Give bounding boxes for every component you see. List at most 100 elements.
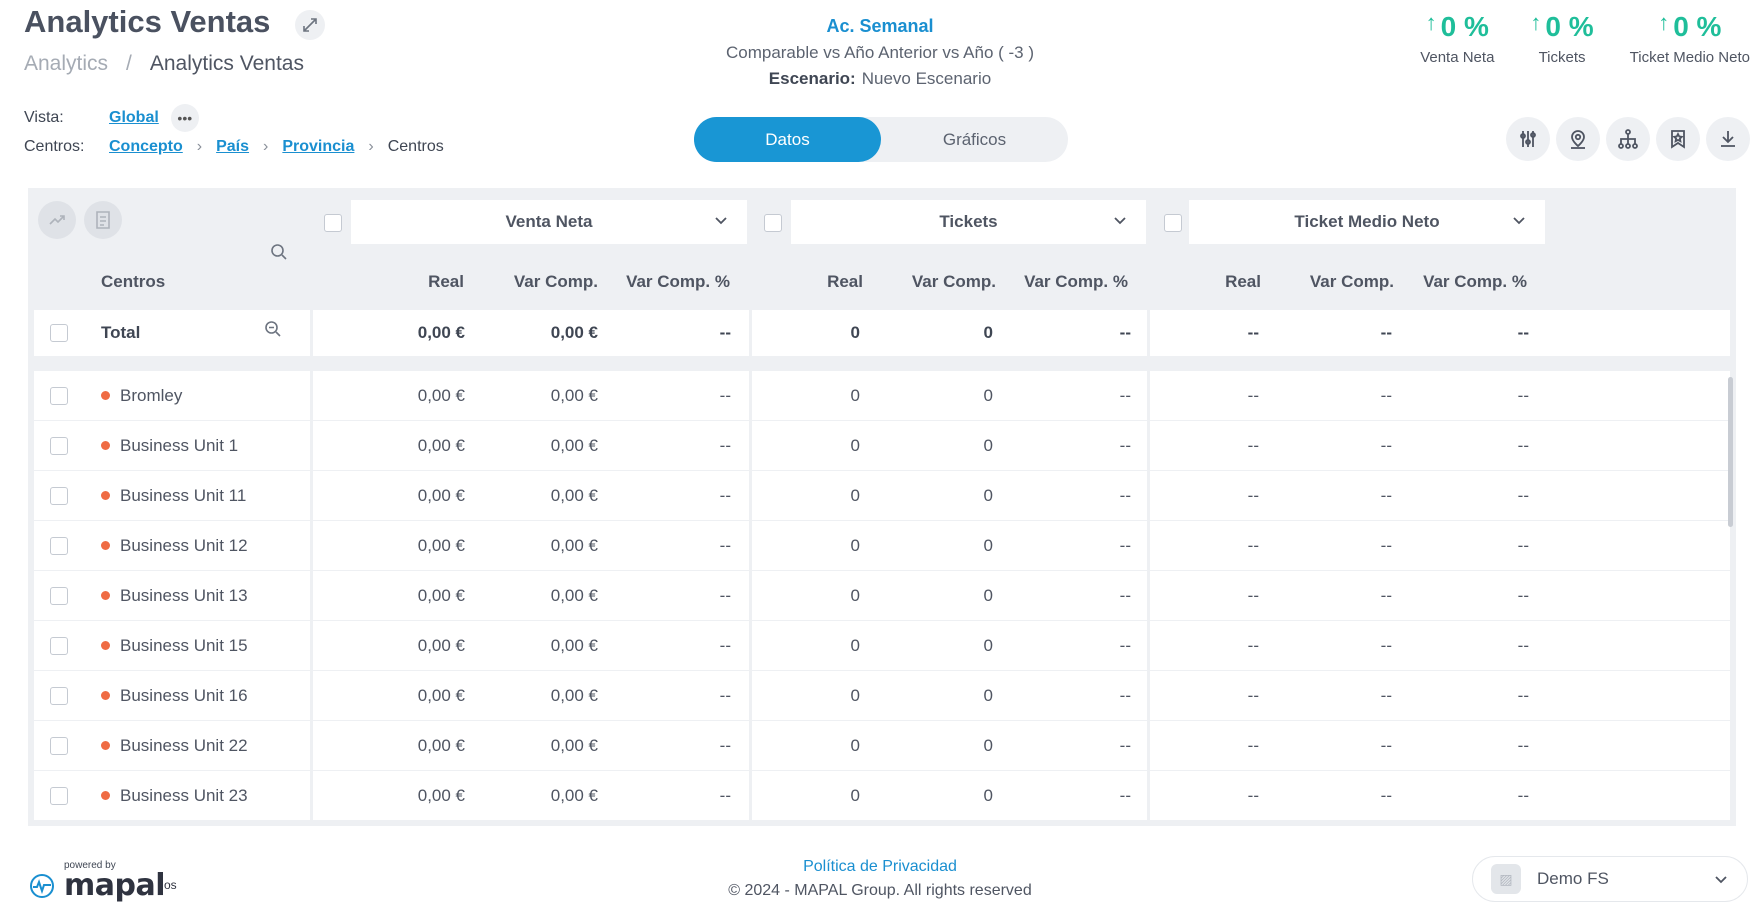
table-row[interactable]: Business Unit 11 0,00 € 0,00 € -- 0 0 -- -- -- -- xyxy=(34,471,1730,521)
zoom-out-button[interactable] xyxy=(264,320,282,338)
venta-var-cell: 0,00 € xyxy=(550,635,598,655)
metric-select-venta-neta[interactable]: Venta Neta xyxy=(351,200,747,244)
table-row[interactable]: Business Unit 15 0,00 € 0,00 € -- 0 0 -- -- -- -- xyxy=(34,621,1730,671)
row-name-cell: Business Unit 22 xyxy=(101,721,248,770)
row-name[interactable]: Bromley xyxy=(120,385,183,405)
row-checkbox[interactable] xyxy=(50,687,68,705)
venta-real-cell: 0,00 € xyxy=(417,785,465,805)
toggle-datos[interactable]: Datos xyxy=(694,117,881,162)
venta-var-cell: 0,00 € xyxy=(550,585,598,605)
more-icon: ••• xyxy=(177,110,193,126)
tickets-var-cell: 0 xyxy=(983,385,993,405)
row-name[interactable]: Business Unit 16 xyxy=(120,685,248,705)
location-button[interactable] xyxy=(1556,117,1600,161)
medio-var-cell: -- xyxy=(1380,785,1392,805)
column-header-var[interactable]: Var Comp. xyxy=(513,272,598,291)
breadcrumb-root[interactable]: Analytics xyxy=(24,52,109,75)
row-name[interactable]: Business Unit 12 xyxy=(120,535,248,555)
report-icon xyxy=(96,211,110,229)
download-button[interactable] xyxy=(1706,117,1750,161)
row-name-cell: Business Unit 12 xyxy=(101,521,248,570)
column-header-real[interactable]: Real xyxy=(827,272,863,291)
row-checkbox[interactable] xyxy=(50,787,68,805)
expand-button[interactable] xyxy=(295,10,325,40)
row-checkbox[interactable] xyxy=(50,324,68,342)
footer-info: Política de Privacidad © 2024 - MAPAL Gr… xyxy=(600,858,1160,900)
centros-level-provincia[interactable]: Provincia xyxy=(282,138,355,155)
kpi-value: 0 % xyxy=(1440,11,1489,42)
trend-button[interactable] xyxy=(38,201,76,239)
column-header-var[interactable]: Var Comp. xyxy=(1309,272,1394,291)
medio-var-cell: -- xyxy=(1380,385,1392,405)
column-header-centros[interactable]: Centros xyxy=(101,272,166,291)
tickets-varpct-cell: -- xyxy=(1119,485,1131,505)
location-icon xyxy=(1571,130,1585,149)
row-checkbox[interactable] xyxy=(50,487,68,505)
total-medio-varpct: -- xyxy=(1517,323,1529,342)
report-button[interactable] xyxy=(84,201,122,239)
column-header-real[interactable]: Real xyxy=(428,272,464,291)
row-checkbox[interactable] xyxy=(50,537,68,555)
row-checkbox[interactable] xyxy=(50,637,68,655)
column-header-varpct[interactable]: Var Comp. % xyxy=(1423,272,1527,291)
row-checkbox[interactable] xyxy=(50,437,68,455)
metric-select-ticket-medio[interactable]: Ticket Medio Neto xyxy=(1189,200,1545,244)
status-dot-icon xyxy=(101,441,110,450)
table-row[interactable]: Business Unit 12 0,00 € 0,00 € -- 0 0 -- -- -- -- xyxy=(34,521,1730,571)
metric-checkbox[interactable] xyxy=(324,214,342,232)
column-header-var[interactable]: Var Comp. xyxy=(911,272,996,291)
metric-checkbox[interactable] xyxy=(1164,214,1182,232)
venta-varpct-cell: -- xyxy=(719,685,731,705)
table-row[interactable]: Business Unit 16 0,00 € 0,00 € -- 0 0 -- -- -- -- xyxy=(34,671,1730,721)
row-name[interactable]: Business Unit 15 xyxy=(120,635,248,655)
tickets-varpct-cell: -- xyxy=(1119,535,1131,555)
centros-level-concepto[interactable]: Concepto xyxy=(109,138,183,155)
vista-selector: Vista: Global ••• xyxy=(24,104,199,132)
row-name[interactable]: Business Unit 13 xyxy=(120,585,248,605)
filters-button[interactable] xyxy=(1506,117,1550,161)
table-row[interactable]: Business Unit 22 0,00 € 0,00 € -- 0 0 -- -- -- -- xyxy=(34,721,1730,771)
row-name[interactable]: Business Unit 11 xyxy=(120,485,247,505)
kpi-label: Venta Neta xyxy=(1420,49,1495,66)
metric-select-tickets[interactable]: Tickets xyxy=(791,200,1146,244)
row-name[interactable]: Business Unit 23 xyxy=(120,785,248,805)
brand-logo: powered by mapal os xyxy=(28,860,177,903)
row-name[interactable]: Business Unit 1 xyxy=(120,435,239,455)
search-icon xyxy=(271,244,287,260)
more-button[interactable]: ••• xyxy=(170,104,199,132)
vista-link[interactable]: Global xyxy=(109,109,159,126)
venta-real-cell: 0,00 € xyxy=(417,385,465,405)
scrollbar[interactable] xyxy=(1728,371,1734,821)
venta-real-cell: 0,00 € xyxy=(417,735,465,755)
total-label: Total xyxy=(101,323,141,342)
medio-varpct-cell: -- xyxy=(1517,435,1529,455)
account-selector[interactable]: ▨ Demo FS xyxy=(1472,856,1748,902)
scrollbar-thumb[interactable] xyxy=(1728,377,1733,527)
column-header-varpct[interactable]: Var Comp. % xyxy=(1024,272,1128,291)
privacy-link[interactable]: Política de Privacidad xyxy=(803,858,957,875)
search-button[interactable] xyxy=(270,243,288,261)
row-checkbox[interactable] xyxy=(50,587,68,605)
medio-var-cell: -- xyxy=(1380,535,1392,555)
row-checkbox[interactable] xyxy=(50,737,68,755)
venta-varpct-cell: -- xyxy=(719,585,731,605)
period-label[interactable]: Ac. Semanal xyxy=(826,16,934,36)
row-name[interactable]: Business Unit 22 xyxy=(120,735,248,755)
table-row[interactable]: Business Unit 1 0,00 € 0,00 € -- 0 0 -- -- -- -- xyxy=(34,421,1730,471)
hierarchy-button[interactable] xyxy=(1606,117,1650,161)
table-row[interactable]: Business Unit 23 0,00 € 0,00 € -- 0 0 -- -- -- -- xyxy=(34,771,1730,821)
powered-by-label: powered by xyxy=(64,860,116,871)
centros-level-pais[interactable]: País xyxy=(216,138,250,155)
bookmark-button[interactable] xyxy=(1656,117,1700,161)
column-header-varpct[interactable]: Var Comp. % xyxy=(626,272,730,291)
table-body: Bromley 0,00 €0,00 € -- 0 0 -- -- -- -- Business … xyxy=(34,371,1730,821)
venta-var-cell: 0,00 € xyxy=(550,485,598,505)
column-header-real[interactable]: Real xyxy=(1225,272,1261,291)
table-row[interactable]: Business Unit 13 0,00 € 0,00 € -- 0 0 -- -- -- -- xyxy=(34,571,1730,621)
row-checkbox[interactable] xyxy=(50,387,68,405)
table-row[interactable]: Bromley 0,00 € 0,00 € -- 0 0 -- -- -- -- xyxy=(34,371,1730,421)
toggle-graficos[interactable]: Gráficos xyxy=(942,129,1007,149)
tickets-var-cell: 0 xyxy=(983,585,993,605)
medio-var-cell: -- xyxy=(1380,635,1392,655)
metric-checkbox[interactable] xyxy=(764,214,782,232)
